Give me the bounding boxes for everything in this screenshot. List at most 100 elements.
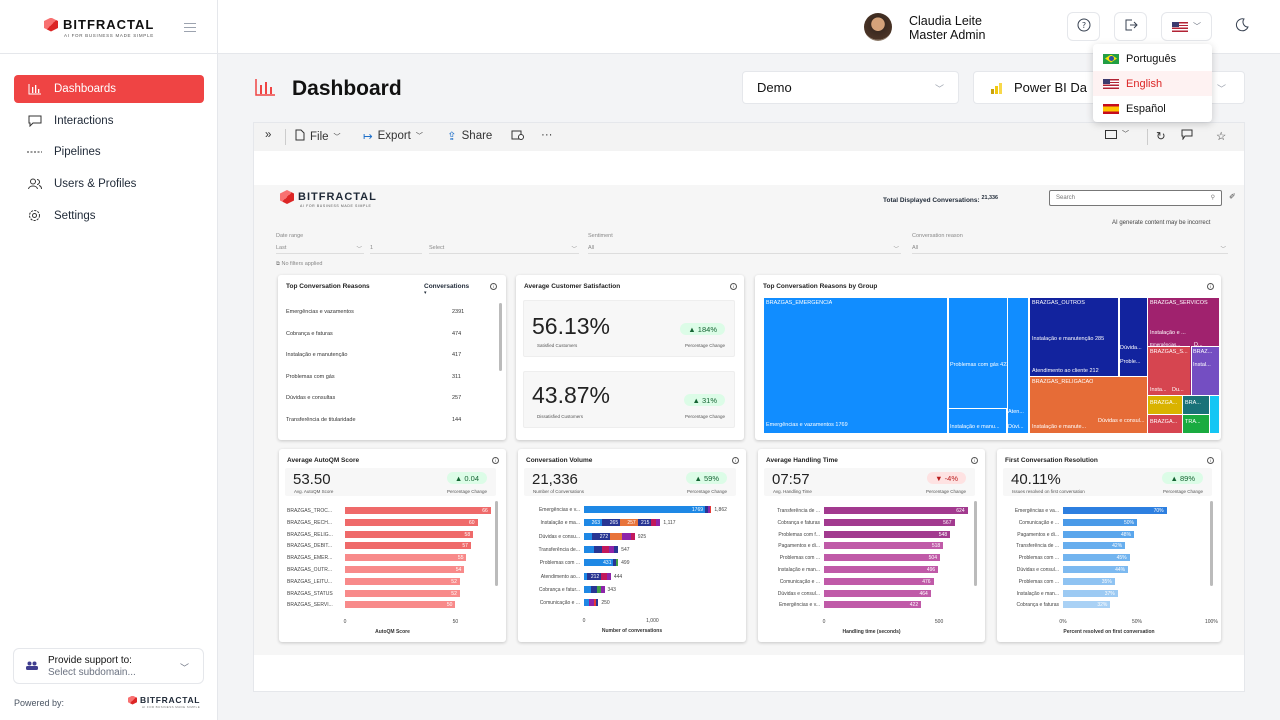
bar[interactable] — [824, 542, 944, 550]
sidebar-item-dashboards[interactable]: Dashboards — [14, 75, 204, 103]
bar-segment[interactable] — [610, 532, 623, 540]
treemap-tile[interactable] — [948, 409, 1006, 433]
brand-logo[interactable]: BITFRACTAL — [44, 17, 154, 32]
bar[interactable] — [1063, 601, 1111, 609]
date-range-select[interactable]: Last ﹀ — [276, 243, 364, 254]
bar-segment[interactable] — [613, 559, 617, 567]
bar[interactable] — [1063, 589, 1118, 597]
bar[interactable] — [1063, 566, 1129, 573]
bar[interactable] — [824, 507, 968, 514]
bar-segment[interactable] — [608, 545, 615, 553]
bar[interactable] — [1063, 507, 1167, 514]
info-icon[interactable]: i — [492, 457, 499, 464]
view-menu[interactable]: ﹀ — [1105, 129, 1129, 139]
info-icon[interactable]: i — [730, 283, 737, 290]
help-button[interactable]: ? — [1067, 12, 1100, 41]
treemap-tile[interactable] — [1119, 298, 1147, 376]
sidebar-item-pipelines[interactable]: Pipelines — [14, 138, 204, 166]
bar[interactable] — [824, 518, 955, 526]
share-button[interactable]: ⇪ Share — [447, 129, 492, 143]
support-subdomain-select[interactable]: Provide support to: Select subdomain... … — [13, 648, 204, 684]
treemap-tile[interactable] — [948, 298, 1008, 408]
treemap-tile[interactable] — [1148, 346, 1190, 395]
treemap-tile[interactable] — [1030, 377, 1147, 433]
bar[interactable] — [824, 589, 931, 597]
more-options-icon[interactable]: ··· — [541, 129, 553, 141]
bar-segment[interactable] — [602, 545, 609, 553]
eraser-icon[interactable]: ✐ — [1229, 192, 1236, 201]
bar-segment[interactable] — [709, 506, 712, 513]
treemap-tile[interactable] — [1210, 396, 1219, 433]
bar[interactable] — [345, 566, 465, 573]
logout-button[interactable] — [1114, 12, 1147, 41]
bar-segment[interactable] — [622, 532, 631, 540]
fcr-bar-chart[interactable]: Emergências e va... 70% Comunicação e ... 5… — [997, 501, 1221, 641]
treemap-tile[interactable] — [1148, 415, 1182, 433]
info-icon[interactable]: i — [732, 457, 739, 464]
info-icon[interactable]: i — [1207, 457, 1214, 464]
bar-segment[interactable] — [630, 532, 635, 540]
treemap-tile[interactable] — [1148, 396, 1182, 414]
language-option-english[interactable]: English — [1093, 71, 1212, 96]
menu-toggle-icon[interactable] — [184, 23, 196, 35]
treemap-tile[interactable] — [764, 298, 947, 433]
bar-segment[interactable] — [594, 545, 603, 553]
bar-segment[interactable] — [601, 585, 605, 593]
report-search-input[interactable]: Search ⚲ — [1049, 190, 1222, 206]
refresh-icon[interactable]: ↻ — [1156, 131, 1166, 143]
info-icon[interactable]: i — [490, 283, 497, 290]
sidebar-item-interactions[interactable]: Interactions — [14, 107, 204, 135]
bar-segment[interactable] — [620, 519, 638, 527]
bar-segment[interactable] — [586, 572, 602, 580]
bar-segment[interactable] — [584, 599, 590, 607]
bar[interactable] — [1063, 518, 1137, 526]
bar[interactable] — [824, 577, 934, 585]
bar-segment[interactable] — [601, 519, 621, 527]
bar[interactable] — [1063, 577, 1115, 585]
treemap-tile[interactable] — [1191, 346, 1219, 395]
bar-segment[interactable] — [584, 532, 592, 540]
bar[interactable] — [824, 566, 939, 573]
treemap-tile[interactable] — [1183, 415, 1209, 433]
bar[interactable] — [824, 530, 951, 538]
bar-segment[interactable] — [637, 519, 652, 527]
bar-segment[interactable] — [584, 506, 706, 513]
language-option-portuguese[interactable]: Português — [1093, 46, 1212, 71]
file-menu[interactable]: File ﹀ — [295, 129, 341, 144]
bar-segment[interactable] — [584, 545, 595, 553]
sentiment-select[interactable]: All ﹀ — [588, 243, 901, 254]
bar[interactable] — [824, 554, 940, 562]
treemap-chart[interactable]: BRAZGAS_EMERGENCIA Emergências e vazamen… — [764, 298, 1219, 433]
user-info[interactable]: Claudia Leite Master Admin — [909, 14, 985, 42]
bar-segment[interactable] — [606, 572, 611, 580]
bar[interactable] — [1063, 542, 1126, 550]
bar-segment[interactable] — [590, 585, 597, 593]
bar-segment[interactable] — [584, 559, 614, 567]
scrollbar[interactable] — [495, 501, 498, 586]
column-header[interactable]: Conversations — [424, 283, 470, 290]
bar-segment[interactable] — [597, 585, 602, 593]
treemap-tile[interactable] — [1007, 298, 1028, 433]
workspace-select[interactable]: Demo ﹀ — [742, 71, 959, 104]
date-number-input[interactable]: 1 — [370, 243, 422, 254]
handling-bar-chart[interactable]: Transferência de ... 624 Cobrança e fatura… — [758, 501, 985, 641]
autoqm-bar-chart[interactable]: BRAZGAS_TROC... 66 BRAZGAS_RECH... 60 BRAZGA… — [279, 501, 506, 641]
bar-segment[interactable] — [596, 599, 599, 607]
expand-icon[interactable]: » — [265, 129, 272, 141]
treemap-tile[interactable] — [1183, 396, 1209, 414]
bar-segment[interactable] — [705, 506, 708, 513]
bar-segment[interactable] — [614, 545, 619, 553]
comment-icon[interactable] — [1181, 129, 1193, 140]
bar-segment[interactable] — [707, 506, 710, 513]
sidebar-item-settings[interactable]: Settings — [14, 202, 204, 230]
bar-segment[interactable] — [601, 572, 607, 580]
bar-segment[interactable] — [584, 572, 587, 580]
bar[interactable] — [345, 530, 474, 538]
info-icon[interactable]: i — [971, 457, 978, 464]
bar[interactable] — [345, 577, 460, 585]
language-option-spanish[interactable]: Español — [1093, 96, 1212, 121]
scrollbar[interactable] — [499, 303, 502, 371]
bar[interactable] — [345, 589, 460, 597]
bar-segment[interactable] — [589, 599, 594, 607]
bar[interactable] — [345, 542, 471, 550]
